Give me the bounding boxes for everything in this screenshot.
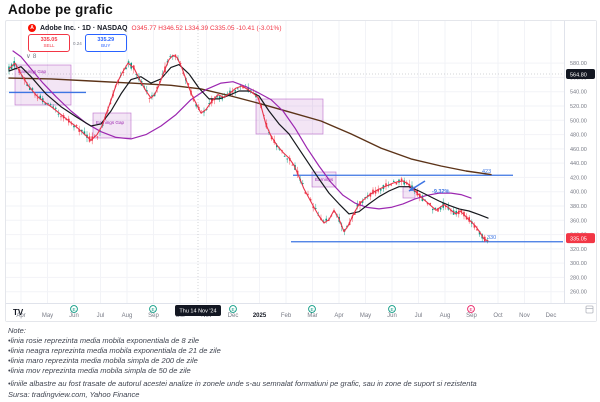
svg-text:Earnings Gap: Earnings Gap	[96, 120, 125, 125]
svg-text:Apr: Apr	[16, 313, 25, 319]
svg-text:380.00: 380.00	[570, 204, 587, 210]
crosshair-date-badge: Thu 14 Nov '24	[175, 305, 221, 316]
svg-text:400.00: 400.00	[570, 190, 587, 196]
svg-text:E: E	[390, 307, 393, 312]
svg-text:420.00: 420.00	[570, 175, 587, 181]
svg-text:440.00: 440.00	[570, 161, 587, 167]
note-item: •liniile albastre au fost trasate de aut…	[8, 379, 477, 388]
svg-text:260.00: 260.00	[570, 290, 587, 296]
note-item: •linia rosie reprezinta media mobila exp…	[8, 336, 200, 345]
sell-button[interactable]: 335.05 SELL	[28, 34, 70, 52]
price-axis[interactable]: 580.00560.00540.00520.00500.00480.00460.…	[564, 21, 597, 321]
svg-text:580.00: 580.00	[570, 61, 587, 67]
svg-text:E: E	[72, 307, 75, 312]
ohlc-values: O345.77 H346.52 L334.39 C335.05 -10.41 (…	[131, 24, 282, 32]
svg-text:335.05: 335.05	[570, 237, 587, 243]
page-title: Adobe pe grafic	[8, 2, 114, 17]
notes-section: Note: •linia rosie reprezinta media mobi…	[8, 326, 592, 389]
svg-text:-9.32%: -9.32%	[432, 189, 450, 195]
svg-text:Jun: Jun	[69, 313, 79, 319]
svg-text:E: E	[151, 307, 154, 312]
price-chart[interactable]: Earnings Gap Earnings Gap Earnings 423 330 -9…	[6, 21, 596, 321]
calendar-icon[interactable]	[585, 305, 594, 314]
earnings-gap-boxes[interactable]: Earnings Gap Earnings Gap Earnings	[14, 64, 416, 199]
svg-text:May: May	[42, 313, 53, 319]
svg-text:Aug: Aug	[122, 313, 133, 319]
svg-text:Jul: Jul	[97, 313, 105, 319]
svg-text:360.00: 360.00	[570, 218, 587, 224]
note-item: •linia maro reprezinta media mobila simp…	[8, 356, 198, 365]
svg-text:Jul: Jul	[415, 313, 423, 319]
time-axis[interactable]: Apr May Jun Jul Aug Sep Oct Nov Dec 2025 Feb Mar Apr…	[6, 303, 596, 322]
symbol-title[interactable]: Adobe Inc. · 1D · NASDAQ	[40, 24, 128, 32]
note-item: •linia mov reprezinta media mobila simpl…	[8, 366, 191, 375]
tradingview-logo-icon[interactable]: TV	[13, 308, 24, 317]
svg-text:Earnings: Earnings	[315, 177, 334, 182]
svg-text:480.00: 480.00	[570, 133, 587, 139]
svg-text:460.00: 460.00	[570, 147, 587, 153]
note-item: •linia neagra reprezinta media mobila ex…	[8, 346, 221, 355]
svg-text:300.00: 300.00	[570, 261, 587, 267]
notes-heading: Note:	[8, 326, 26, 335]
svg-text:320.00: 320.00	[570, 247, 587, 253]
svg-text:2025: 2025	[253, 313, 267, 319]
svg-text:564.80: 564.80	[570, 73, 587, 79]
source-credit: Sursa: tradingview.com, Yahoo Finance	[8, 390, 140, 399]
svg-text:Dec: Dec	[546, 313, 557, 319]
support-resistance-lines[interactable]: 423 330	[9, 91, 563, 243]
chart-grid	[6, 21, 564, 303]
buy-button[interactable]: 335.29 BUY	[84, 34, 127, 52]
svg-text:Feb: Feb	[281, 313, 292, 319]
svg-text:Oct: Oct	[493, 313, 503, 319]
svg-text:520.00: 520.00	[570, 104, 587, 110]
svg-text:Aug: Aug	[440, 313, 451, 319]
svg-text:May: May	[360, 313, 371, 319]
svg-text:423: 423	[482, 169, 491, 175]
move-annotation-arrow: -9.32%	[408, 180, 450, 195]
series-sma200	[8, 77, 492, 176]
svg-text:Earnings Gap: Earnings Gap	[18, 69, 47, 74]
buy-label: BUY	[101, 43, 111, 48]
svg-text:Apr: Apr	[334, 313, 343, 319]
svg-text:Sep: Sep	[148, 313, 159, 319]
svg-text:TV: TV	[13, 308, 24, 317]
svg-text:Sep: Sep	[466, 313, 477, 319]
chevron-down-icon: ∨	[26, 53, 31, 60]
svg-text:500.00: 500.00	[570, 118, 587, 124]
sell-label: SELL	[43, 43, 55, 48]
svg-text:330: 330	[487, 235, 496, 241]
buy-price: 335.29	[97, 36, 115, 43]
chart-card: Earnings Gap Earnings Gap Earnings 423 330 -9…	[5, 20, 597, 322]
svg-text:Nov: Nov	[519, 313, 530, 319]
adobe-logo-icon: A	[28, 24, 36, 32]
indicators-collapse-toggle[interactable]: ∨ 8	[26, 52, 37, 61]
svg-text:280.00: 280.00	[570, 275, 587, 281]
collapsed-indicators-count: 8	[32, 52, 37, 60]
crosshair	[6, 21, 564, 303]
svg-text:Dec: Dec	[228, 313, 239, 319]
trade-buttons: 335.05 SELL 0.24 335.29 BUY	[28, 34, 127, 52]
spread-value: 0.24	[73, 40, 82, 46]
svg-text:Jun: Jun	[387, 313, 397, 319]
svg-text:Mar: Mar	[307, 313, 317, 319]
svg-text:E: E	[310, 307, 313, 312]
svg-text:E: E	[231, 307, 234, 312]
svg-text:E: E	[469, 307, 472, 312]
chart-legend: A Adobe Inc. · 1D · NASDAQ O345.77 H346.…	[28, 24, 281, 32]
sell-price: 335.05	[40, 36, 58, 43]
svg-text:540.00: 540.00	[570, 90, 587, 96]
svg-text:Thu 14 Nov '24: Thu 14 Nov '24	[179, 309, 216, 315]
series-ema8	[8, 54, 489, 242]
